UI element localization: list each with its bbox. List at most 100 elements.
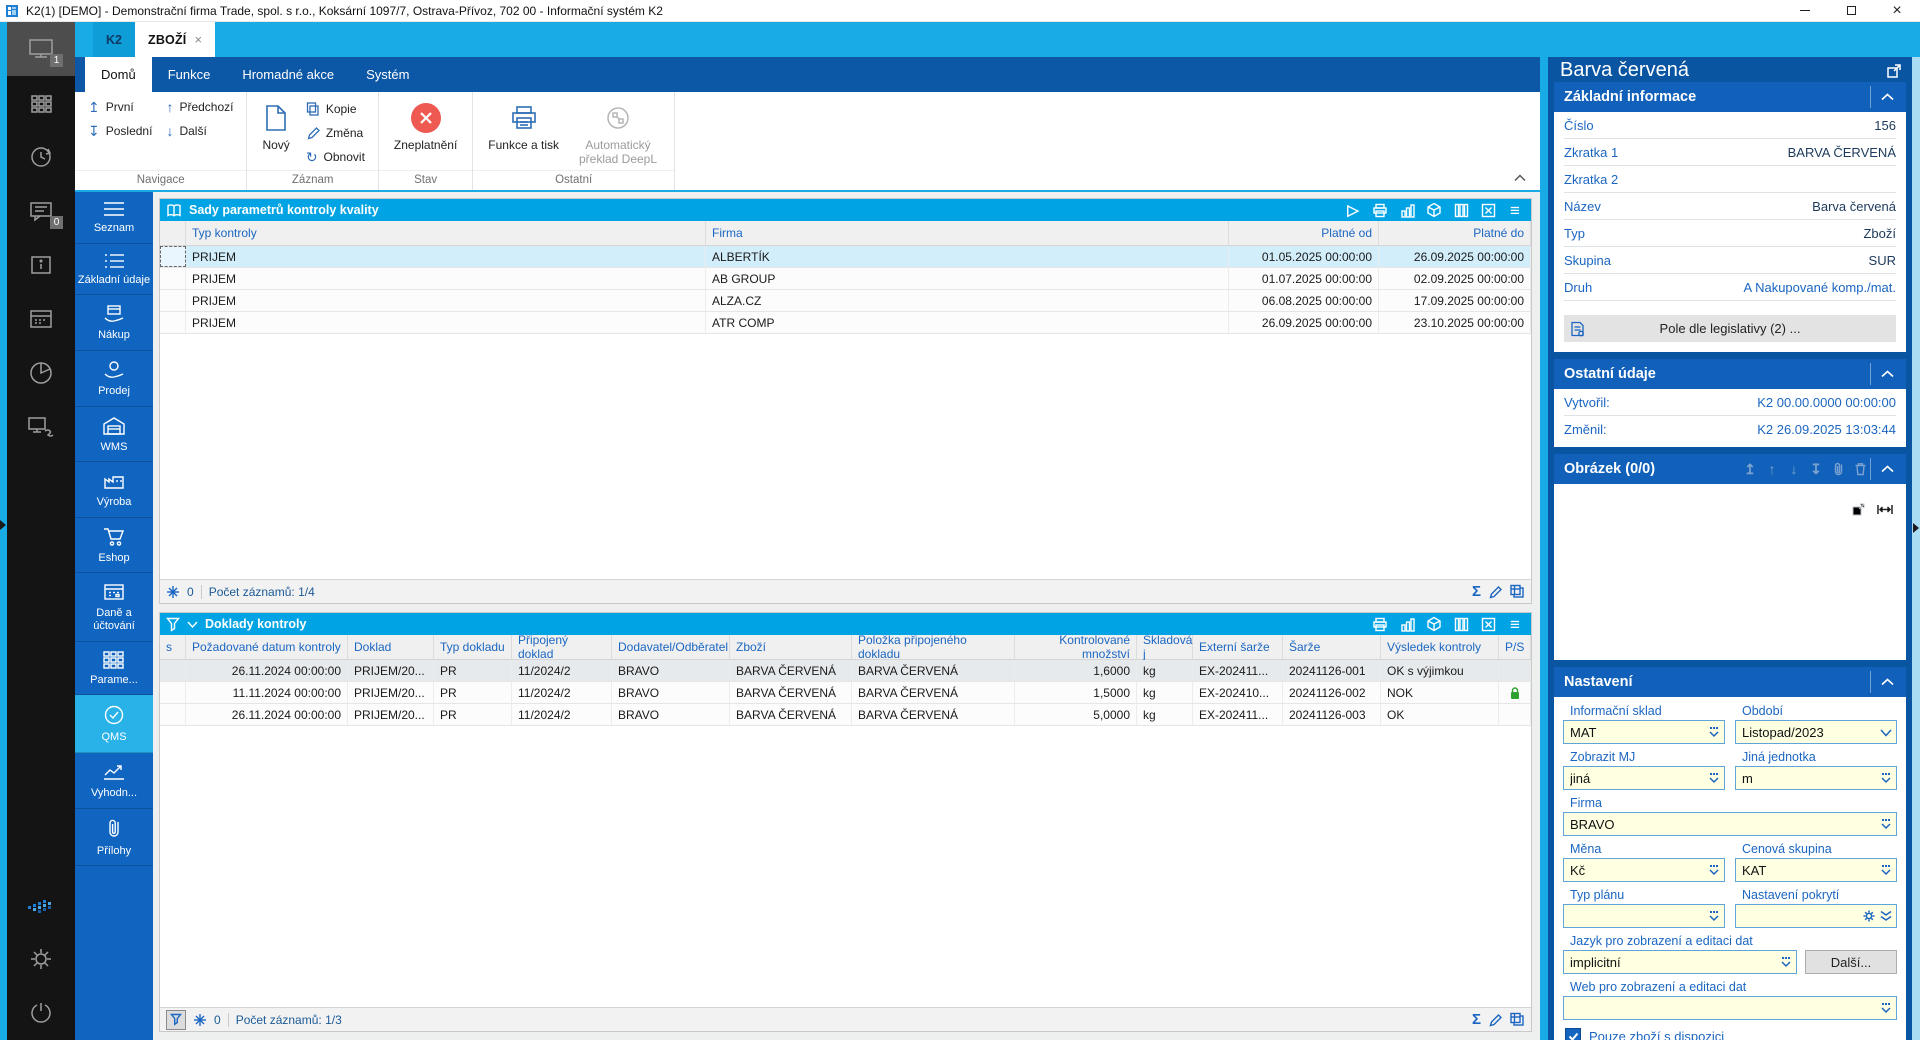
print-icon[interactable] xyxy=(1370,201,1390,219)
sum-icon[interactable]: Σ xyxy=(1471,583,1481,600)
column-header[interactable]: Platné od xyxy=(1229,221,1379,245)
table-row[interactable]: 26.11.2024 00:00:00 PRIJEM/20... PR 11/2… xyxy=(160,704,1531,726)
sidebar-item-vyhodnoceni[interactable]: Vyhodn... xyxy=(75,753,153,809)
column-header[interactable]: Zboží xyxy=(730,635,852,659)
table-row[interactable]: 11.11.2024 00:00:00 PRIJEM/20... PR 11/2… xyxy=(160,682,1531,704)
table-row[interactable]: PRIJEM ALZA.CZ 06.08.2025 00:00:00 17.09… xyxy=(160,290,1531,312)
column-header[interactable]: Typ kontroly xyxy=(186,221,706,245)
rail-remote-support-button[interactable] xyxy=(7,400,75,454)
edit-pen-icon[interactable] xyxy=(1488,1013,1502,1027)
filter-active-button[interactable] xyxy=(166,1009,186,1030)
copy-table-icon[interactable] xyxy=(1509,584,1525,599)
price-group-combo[interactable]: KAT xyxy=(1735,858,1897,882)
column-header[interactable]: Typ dokladu xyxy=(434,635,512,659)
sidebar-item-dane-a-uctovani[interactable]: Daně a účtování xyxy=(75,573,153,642)
copy-table-icon[interactable] xyxy=(1509,1012,1525,1027)
table-row[interactable]: 26.11.2024 00:00:00 PRIJEM/20... PR 11/2… xyxy=(160,660,1531,682)
collapse-section-button[interactable] xyxy=(1870,671,1904,693)
ribbon-tab-system[interactable]: Systém xyxy=(350,57,425,92)
rail-history-button[interactable] xyxy=(7,130,75,184)
column-header[interactable]: Připojený doklad xyxy=(512,633,612,661)
table-row[interactable]: PRIJEM ATR COMP 26.09.2025 00:00:00 23.1… xyxy=(160,312,1531,334)
column-header[interactable]: Dodavatel/Odběratel xyxy=(612,635,730,659)
rail-apps-button[interactable] xyxy=(7,76,75,130)
copy-record-button[interactable]: Kopie xyxy=(301,99,370,119)
column-header[interactable]: Výsledek kontroly xyxy=(1381,635,1499,659)
field-row[interactable]: Skupina SUR xyxy=(1564,247,1896,274)
panel-splitter[interactable] xyxy=(1540,57,1548,1040)
cube-icon[interactable] xyxy=(1424,201,1444,219)
period-combo[interactable]: Listopad/2023 xyxy=(1735,720,1897,744)
run-icon[interactable]: ▷ xyxy=(1347,201,1359,219)
popout-icon[interactable] xyxy=(1886,63,1902,79)
coverage-combo[interactable] xyxy=(1735,904,1897,928)
table-row[interactable]: PRIJEM ALBERTÍK 01.05.2025 00:00:00 26.0… xyxy=(160,246,1531,268)
company-combo[interactable]: BRAVO xyxy=(1563,812,1897,836)
menu-icon[interactable]: ≡ xyxy=(1510,200,1520,220)
display-unit-combo[interactable]: jiná xyxy=(1563,766,1725,790)
column-header[interactable]: Požadované datum kontroly xyxy=(186,635,348,659)
sidebar-item-seznam[interactable]: Seznam xyxy=(75,192,153,244)
column-header[interactable]: Šarže xyxy=(1283,635,1381,659)
chevron-down-icon[interactable] xyxy=(187,621,198,628)
new-record-button[interactable]: Nový xyxy=(255,97,296,156)
refresh-record-button[interactable]: ↻ Obnovit xyxy=(301,147,370,167)
invalidate-button[interactable]: Zneplatnění xyxy=(387,97,464,156)
collapse-section-button[interactable] xyxy=(1870,458,1904,480)
rail-settings-button[interactable] xyxy=(7,932,75,986)
no-refresh-icon[interactable] xyxy=(166,585,180,599)
availability-checkbox[interactable] xyxy=(1565,1028,1581,1040)
sidebar-item-qms[interactable]: QMS xyxy=(75,695,153,754)
sidebar-item-prilohy[interactable]: Přílohy xyxy=(75,809,153,867)
field-row[interactable]: Druh A Nakupované komp./mat. xyxy=(1564,274,1896,301)
rail-power-button[interactable] xyxy=(7,986,75,1040)
sidebar-item-zakladni-udaje[interactable]: Základní údaje xyxy=(75,244,153,296)
column-header[interactable]: Kontrolované množství xyxy=(1015,633,1137,661)
legislation-fields-button[interactable]: Pole dle legislativy (2) ... xyxy=(1564,315,1896,342)
column-header[interactable]: Doklad xyxy=(348,635,434,659)
ribbon-tab-hromadne-akce[interactable]: Hromadné akce xyxy=(226,57,350,92)
warehouse-combo[interactable]: MAT xyxy=(1563,720,1725,744)
tab-zbozi[interactable]: ZBOŽÍ × xyxy=(134,22,216,57)
rail-desktop-button[interactable]: 1 xyxy=(7,22,75,76)
rail-info-button[interactable] xyxy=(7,238,75,292)
column-header[interactable]: Platné do xyxy=(1379,221,1531,245)
sidebar-item-eshop[interactable]: Eshop xyxy=(75,518,153,574)
column-header[interactable]: s xyxy=(160,635,186,659)
sidebar-item-nakup[interactable]: Nákup xyxy=(75,295,153,351)
previous-record-button[interactable]: ↑ Předchozí xyxy=(161,97,238,117)
rail-messages-button[interactable]: 0 xyxy=(7,184,75,238)
rail-reports-button[interactable] xyxy=(7,346,75,400)
field-row[interactable]: Zkratka 1 BARVA ČERVENÁ xyxy=(1564,139,1896,166)
minimize-button[interactable] xyxy=(1782,0,1828,22)
tab-close-icon[interactable]: × xyxy=(194,32,203,47)
field-row[interactable]: Zkratka 2 xyxy=(1564,166,1896,193)
rail-expander-arrow-icon[interactable] xyxy=(0,520,6,530)
currency-combo[interactable]: Kč xyxy=(1563,858,1725,882)
field-row[interactable]: Název Barva červená xyxy=(1564,193,1896,220)
cube-icon[interactable] xyxy=(1424,615,1444,633)
field-row[interactable]: Číslo 156 xyxy=(1564,112,1896,139)
edit-pen-icon[interactable] xyxy=(1488,585,1502,599)
sidebar-item-parametry[interactable]: Parame... xyxy=(75,642,153,696)
function-print-button[interactable]: Funkce a tisk xyxy=(481,97,566,156)
next-record-button[interactable]: ↓ Další xyxy=(161,121,238,141)
collapse-section-button[interactable] xyxy=(1870,86,1904,108)
web-combo[interactable] xyxy=(1563,996,1897,1020)
tab-k2[interactable]: K2 xyxy=(93,22,135,57)
collapse-section-button[interactable] xyxy=(1870,363,1904,385)
last-record-button[interactable]: ↧ Poslední xyxy=(83,121,157,141)
other-unit-combo[interactable]: m xyxy=(1735,766,1897,790)
excel-export-icon[interactable] xyxy=(1478,615,1498,633)
menu-icon[interactable]: ≡ xyxy=(1510,614,1520,634)
no-refresh-icon[interactable] xyxy=(193,1013,207,1027)
change-record-button[interactable]: Změna xyxy=(301,123,370,143)
image-fit-width-icon[interactable] xyxy=(1876,503,1894,516)
ribbon-tab-domu[interactable]: Domů xyxy=(85,57,152,92)
maximize-button[interactable] xyxy=(1828,0,1874,22)
print-icon[interactable] xyxy=(1370,615,1390,633)
sidebar-item-vyroba[interactable]: Výroba xyxy=(75,462,153,518)
chart-icon[interactable] xyxy=(1397,615,1417,633)
column-header[interactable]: Položka připojeného dokladu xyxy=(852,633,1015,661)
detail-expander-arrow-icon[interactable] xyxy=(1913,523,1919,533)
